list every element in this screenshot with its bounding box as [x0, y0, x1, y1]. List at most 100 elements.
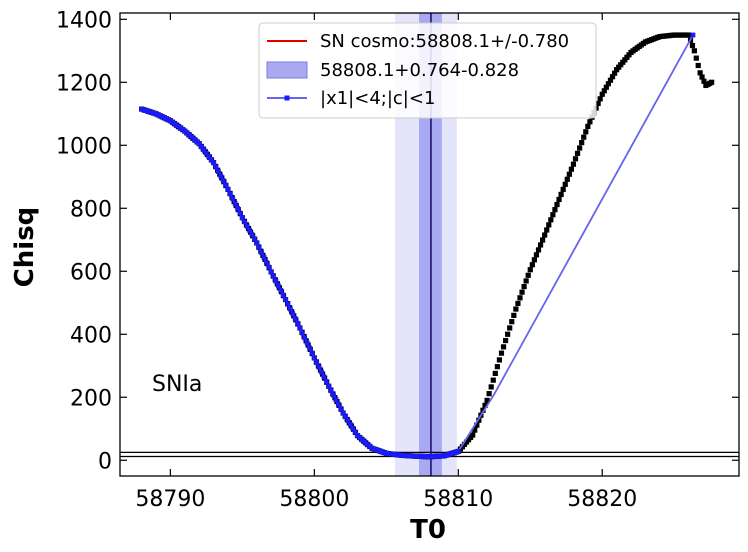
legend-box — [258, 22, 597, 119]
blue-marker-60 — [283, 297, 288, 303]
blue-marker-44 — [244, 223, 250, 229]
black-marker-224 — [599, 91, 605, 97]
blue-marker-59 — [280, 292, 286, 298]
blue-marker-33 — [218, 173, 224, 179]
black-marker-196 — [542, 232, 548, 238]
y-tick-label-3: 600 — [70, 260, 112, 285]
black-marker-201 — [552, 207, 558, 213]
blue-marker-70 — [307, 345, 312, 351]
y-tick-label-6: 1200 — [56, 71, 112, 96]
series-layer — [138, 32, 715, 460]
black-marker-179 — [507, 325, 513, 331]
blue-marker-51 — [261, 255, 267, 260]
y-tick-label-2: 400 — [70, 323, 112, 348]
x-tick-label-3: 58820 — [567, 487, 637, 512]
legend-swatch-cut-marker — [284, 95, 290, 101]
black-marker-193 — [535, 247, 542, 253]
blue-marker-80 — [331, 392, 336, 398]
black-marker-214 — [579, 139, 585, 146]
y-tick-label-4: 800 — [70, 197, 112, 222]
black-marker-168 — [484, 397, 490, 404]
black-marker-230 — [611, 70, 618, 76]
black-marker-226 — [603, 84, 609, 90]
black-marker-229 — [609, 74, 616, 80]
blue-marker-89 — [352, 429, 358, 435]
x-tick-label-2: 58810 — [423, 487, 493, 512]
black-marker-197 — [544, 227, 550, 233]
blue-marker-58 — [278, 287, 284, 293]
blue-marker-71 — [309, 350, 315, 356]
black-marker-273 — [699, 74, 705, 80]
blue-marker-30 — [211, 160, 216, 166]
legend: SN cosmo:58808.1+/-0.780 58808.1+0.764-0.… — [258, 22, 597, 119]
black-marker-211 — [572, 156, 579, 162]
blue-marker-43 — [242, 219, 248, 225]
black-marker-175 — [498, 350, 505, 356]
black-marker-192 — [533, 252, 540, 258]
black-marker-182 — [513, 306, 519, 312]
black-marker-213 — [577, 145, 583, 151]
black-marker-205 — [560, 186, 566, 192]
annotation-label: SNIa — [152, 372, 202, 397]
black-marker-223 — [597, 96, 603, 102]
black-marker-218 — [587, 119, 593, 125]
black-marker-209 — [568, 166, 574, 172]
blue-marker-57 — [275, 283, 281, 289]
black-marker-171 — [490, 377, 496, 383]
blue-marker-56 — [273, 278, 279, 284]
blue-marker-78 — [326, 383, 332, 389]
black-marker-195 — [540, 237, 546, 243]
black-marker-189 — [527, 267, 533, 273]
black-marker-208 — [566, 171, 572, 177]
blue-marker-87 — [347, 421, 353, 427]
axes-layer: 58790 58800 58810 58820 0 200 400 600 800 1000 120… — [56, 8, 740, 512]
black-marker-217 — [585, 123, 591, 129]
blue-marker-79 — [328, 388, 334, 394]
black-marker-216 — [583, 129, 589, 135]
blue-marker-83 — [338, 406, 344, 411]
black-marker-212 — [574, 150, 581, 156]
black-marker-184 — [517, 295, 523, 301]
blue-marker-26 — [201, 147, 207, 153]
blue-marker-39 — [232, 201, 238, 206]
blue-marker-81 — [333, 397, 339, 403]
black-marker-173 — [494, 364, 500, 370]
blue-marker-77 — [323, 379, 329, 384]
blue-marker-46 — [249, 232, 255, 237]
blue-marker-61 — [285, 301, 291, 307]
legend-swatch-band — [266, 61, 308, 79]
blue-marker-75 — [319, 369, 324, 375]
blue-marker-55 — [271, 274, 276, 279]
black-marker-222 — [595, 100, 601, 107]
black-marker-272 — [697, 70, 703, 76]
y-axis-title: Chisq — [10, 207, 40, 288]
blue-marker-end — [690, 32, 696, 38]
black-marker-186 — [521, 283, 527, 290]
black-marker-180 — [509, 319, 515, 325]
blue-marker-50 — [259, 250, 264, 255]
x-axis-title: T0 — [410, 515, 446, 545]
y-tick-label-5: 1000 — [56, 134, 112, 159]
blue-marker-86 — [345, 418, 351, 423]
blue-marker-29 — [208, 157, 214, 162]
blue-marker-88 — [350, 425, 356, 431]
blue-marker-31 — [213, 164, 219, 170]
black-marker-172 — [492, 370, 498, 377]
black-marker-190 — [529, 262, 535, 268]
black-marker-185 — [519, 289, 525, 295]
blue-marker-54 — [268, 269, 274, 275]
black-marker-215 — [581, 134, 587, 140]
black-marker-271 — [695, 62, 701, 69]
black-marker-177 — [502, 337, 509, 344]
y-tick-label-0: 0 — [98, 449, 112, 474]
blue-marker-40 — [235, 205, 240, 211]
black-marker-266 — [686, 32, 692, 38]
black-marker-270 — [693, 55, 699, 61]
black-marker-207 — [564, 176, 570, 182]
black-marker-228 — [607, 77, 614, 83]
blue-marker-64 — [292, 316, 298, 321]
legend-label-cut: |x1|<4;|c|<1 — [320, 88, 435, 109]
blue-marker-41 — [237, 210, 243, 216]
